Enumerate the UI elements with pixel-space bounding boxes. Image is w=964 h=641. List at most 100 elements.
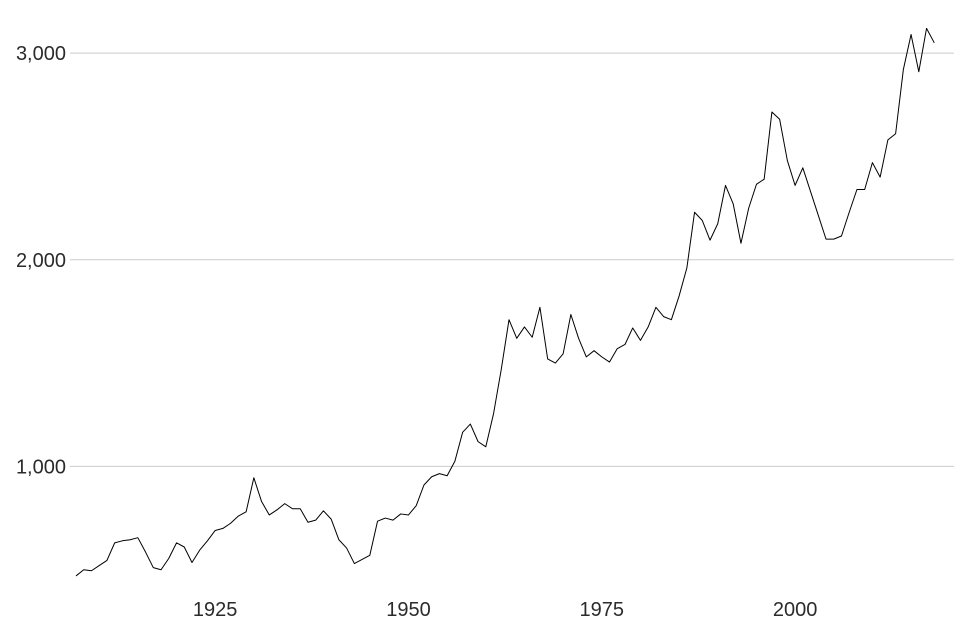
data-point-1957 [462,431,464,433]
data-point-1993 [740,242,742,244]
data-point-2016 [918,71,920,73]
data-point-2018 [933,42,935,44]
data-point-1960 [485,446,487,448]
data-point-1995 [755,183,757,185]
x-tick-label: 1950 [386,599,431,621]
data-point-1968 [547,358,549,360]
y-tick-label: 1,000 [16,456,66,478]
data-point-1996 [763,178,765,180]
data-point-1940 [330,518,332,520]
data-point-1945 [369,554,371,556]
data-point-1978 [624,343,626,345]
data-point-1987 [694,211,696,213]
data-point-1917 [152,567,154,569]
data-point-1911 [106,559,108,561]
data-point-1938 [315,519,317,521]
data-point-1986 [686,267,688,269]
data-point-2012 [887,139,889,141]
series-line [75,27,935,577]
data-point-2005 [833,238,835,240]
data-point-2017 [926,27,928,29]
data-point-1990 [717,223,719,225]
data-point-2013 [895,133,897,135]
data-point-1920 [176,542,178,544]
data-point-1941 [338,539,340,541]
data-point-2009 [864,189,866,191]
data-point-1939 [322,510,324,512]
data-point-1979 [632,327,634,329]
data-point-1976 [609,361,611,363]
data-point-1985 [678,295,680,297]
data-point-1991 [725,184,727,186]
data-point-1962 [500,368,502,370]
x-axis-tick-labels: 1925 1950 1975 2000 [193,599,817,621]
data-point-1973 [585,356,587,358]
data-point-1926 [222,527,224,529]
data-point-1974 [593,350,595,352]
data-point-2006 [840,235,842,237]
data-point-1975 [601,356,603,358]
data-point-1971 [570,314,572,316]
data-point-2008 [856,189,858,191]
x-tick-label: 1925 [193,599,238,621]
data-point-1950 [407,514,409,516]
data-point-1948 [392,519,394,521]
data-point-2011 [879,176,881,178]
data-point-1907 [75,575,77,577]
data-point-1997 [771,111,773,113]
data-point-1913 [121,540,123,542]
data-point-1988 [701,220,703,222]
data-point-1946 [377,520,379,522]
data-point-1932 [268,514,270,516]
data-point-1949 [400,513,402,515]
data-point-1929 [245,511,247,513]
data-point-1937 [307,521,309,523]
gridlines [70,52,954,467]
data-point-1989 [709,239,711,241]
data-point-2010 [871,162,873,164]
data-point-1925 [214,529,216,531]
data-point-1931 [261,501,263,503]
data-point-1994 [748,207,750,209]
data-point-1954 [438,473,440,475]
data-point-1918 [160,569,162,571]
data-point-1934 [284,503,286,505]
data-point-2007 [848,211,850,213]
data-point-1919 [168,557,170,559]
data-point-1967 [539,306,541,308]
data-point-1951 [415,505,417,507]
y-tick-label: 3,000 [16,43,66,65]
data-point-1965 [523,326,525,328]
data-point-1966 [531,336,533,338]
data-point-1964 [516,337,518,339]
data-point-1914 [129,539,131,541]
data-point-2015 [910,34,912,36]
data-point-1999 [786,160,788,162]
data-point-1916 [145,551,147,553]
data-point-1998 [779,118,781,120]
data-point-2001 [802,167,804,169]
data-point-1915 [137,537,139,539]
y-tick-label: 2,000 [16,250,66,272]
data-point-1983 [663,316,665,318]
data-point-1908 [83,569,85,571]
series [75,27,935,577]
data-point-1942 [346,547,348,549]
data-point-1928 [237,515,239,517]
data-point-1984 [670,319,672,321]
data-point-1972 [578,337,580,339]
data-point-1956 [454,460,456,462]
data-point-1943 [353,563,355,565]
data-point-1923 [199,549,201,551]
data-point-1921 [183,546,185,548]
data-point-1977 [616,348,618,350]
data-point-1981 [647,326,649,328]
data-point-1969 [554,362,556,364]
data-point-1912 [114,542,116,544]
x-tick-label: 1975 [580,599,625,621]
data-point-1958 [469,423,471,425]
data-point-1933 [276,509,278,511]
data-point-2000 [794,184,796,186]
data-point-1909 [90,570,92,572]
